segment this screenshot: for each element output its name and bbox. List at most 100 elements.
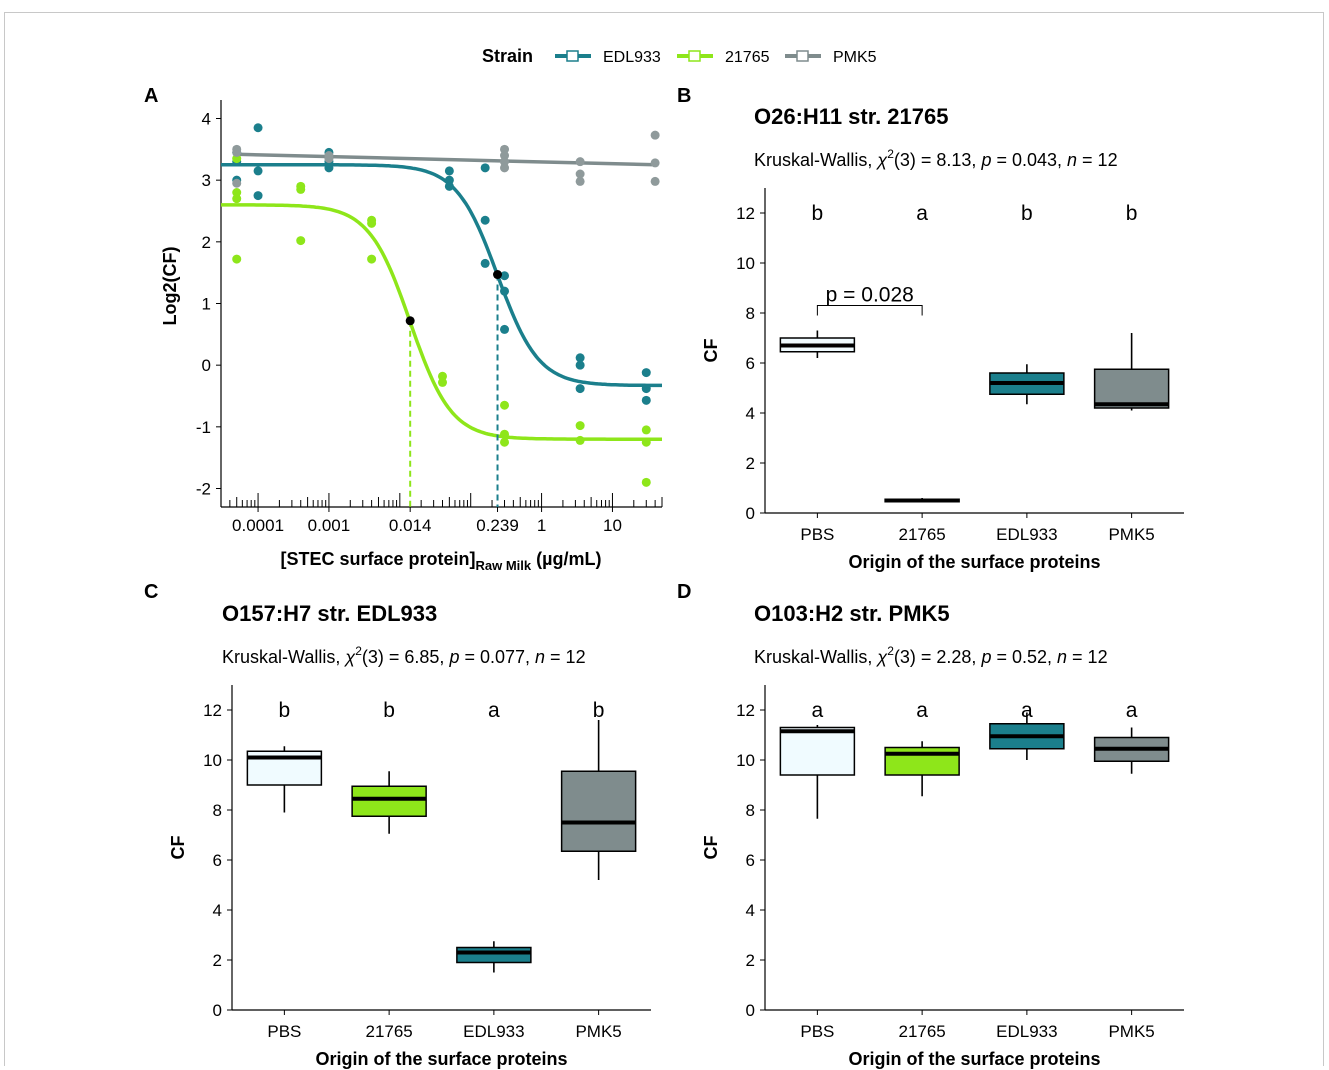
panel-a-x-tick-label: 0.0001: [232, 516, 284, 535]
panel-a-point-PMK5: [500, 163, 510, 173]
panel-d-y-tick-label: 2: [746, 951, 755, 970]
panel-b-y-tick-label: 12: [736, 204, 755, 223]
panel-c-letter: b: [279, 699, 291, 722]
panel-b-x-tick-label: PBS: [800, 525, 834, 544]
panel-a-y-tick-label: 4: [202, 110, 211, 129]
panel-b-letter: b: [1126, 202, 1138, 225]
panel-a-point-PMK5: [500, 151, 510, 160]
panel-a-point-EDL933: [253, 191, 263, 201]
panel-a-point-21765: [575, 435, 585, 445]
panel-d-y-tick-label: 0: [746, 1001, 755, 1020]
panel-a-point-PMK5: [500, 157, 510, 167]
panel-d-letter: a: [1021, 699, 1033, 722]
panel-a-point-21765: [232, 154, 242, 164]
panel-d-y-tick-label: 8: [746, 801, 755, 820]
panel-b-y-tick-label: 2: [746, 454, 755, 473]
panel-a-curve-21765: [221, 203, 662, 441]
figure-frame: [4, 12, 1324, 1066]
panel-a-ec50-marker-EDL933: [493, 270, 503, 280]
panel-c-title: O157:H7 str. EDL933: [222, 601, 437, 626]
panel-d-letter: a: [1126, 699, 1138, 722]
legend-label-PMK5: PMK5: [833, 49, 877, 66]
panel-c-y-tick-label: 4: [213, 901, 222, 920]
panel-a-y-tick-label: 0: [202, 356, 211, 375]
panel-c-y-tick-label: 12: [203, 701, 222, 720]
panel-a-point-21765: [232, 254, 242, 264]
panel-a-point-21765: [500, 400, 510, 410]
legend-title: Strain: [482, 46, 533, 66]
panel-c-box-EDL933: [456, 946, 532, 964]
panel-c-letter: a: [488, 699, 500, 722]
panel-a-point-21765: [437, 377, 447, 387]
panel-a-x-tick-label: 0.014: [389, 516, 432, 535]
panel-b-boxplot: 0 2 4 6 8 10 12 PBS b 21765 a EDL933 b PMK5 b Origin of…: [701, 188, 1184, 572]
panel-d-x-tick-label: PMK5: [1108, 1022, 1154, 1041]
panel-c-box-PMK5: [560, 770, 637, 852]
panel-d-box-PBS: [779, 726, 856, 776]
panel-b-stats: Kruskal-Wallis, χ2(3) = 8.13, p = 0.043,…: [754, 147, 1118, 170]
panel-a-point-PMK5: [650, 130, 660, 140]
panel-c-stats: Kruskal-Wallis, χ2(3) = 6.85, p = 0.077,…: [222, 644, 586, 667]
panel-label-d: D: [677, 581, 691, 603]
panel-b-y-tick-label: 8: [746, 304, 755, 323]
panel-d-letter: a: [916, 699, 928, 722]
panel-c-x-tick-label: PBS: [267, 1022, 301, 1041]
panel-a-y-tick-label: 3: [202, 171, 211, 190]
panel-a-point-EDL933: [324, 163, 334, 173]
panel-c-y-tick-label: 0: [213, 1001, 222, 1020]
panel-d-letter: a: [812, 699, 824, 722]
panel-a-point-PMK5: [232, 178, 242, 188]
panel-a-point-EDL933: [480, 215, 490, 225]
panel-a-x-tick-label: 1: [537, 516, 546, 535]
panel-a-point-21765: [575, 421, 585, 431]
panel-a-point-21765: [296, 236, 306, 246]
panel-b-bracket-label: p = 0.028: [826, 284, 914, 307]
panel-a-y-tick-label: -1: [196, 418, 211, 437]
panel-d-boxplot: 0 2 4 6 8 10 12 PBS a 21765 a EDL933 a PMK5 a Origin of…: [701, 685, 1184, 1069]
panel-d-box-21765: [884, 746, 960, 776]
legend-key-21765: [688, 50, 701, 62]
panel-b-x-tick-label: PMK5: [1108, 525, 1154, 544]
panel-b-significance-bracket: [816, 305, 923, 316]
panel-d-x-tick-label: 21765: [898, 1022, 945, 1041]
panel-a-ec50-marker-21765: [405, 316, 415, 326]
legend-label-21765: 21765: [725, 49, 770, 66]
panel-a-point-21765: [296, 184, 306, 194]
panel-c-y-tick-label: 10: [203, 751, 222, 770]
panel-d-y-tick-label: 4: [746, 901, 755, 920]
panel-a-point-21765: [641, 437, 651, 447]
panel-b-y-tick-label: 10: [736, 254, 755, 273]
panel-c-x-tick-label: EDL933: [463, 1022, 524, 1041]
panel-a-point-EDL933: [575, 353, 585, 363]
panel-d-x-title: Origin of the surface proteins: [848, 1049, 1100, 1069]
panel-a-point-PMK5: [650, 158, 660, 168]
panel-a-point-EDL933: [444, 175, 454, 185]
panel-c-y-tick-label: 2: [213, 951, 222, 970]
panel-a-point-EDL933: [444, 181, 454, 191]
panel-a-point-EDL933: [500, 324, 510, 334]
panel-a-point-EDL933: [641, 395, 651, 405]
panel-b-y-tick-label: 4: [746, 404, 755, 423]
panel-d-x-tick-label: PBS: [800, 1022, 834, 1041]
panel-c-box-21765: [351, 785, 427, 817]
panel-c-x-title: Origin of the surface proteins: [315, 1049, 567, 1069]
panel-b-letter: b: [812, 202, 824, 225]
panel-d-y-tick-label: 6: [746, 851, 755, 870]
panel-a-point-EDL933: [480, 258, 490, 268]
panel-a-x-title: [STEC surface protein]Raw Milk (µg/mL): [280, 549, 601, 573]
panel-a-point-PMK5: [575, 169, 585, 179]
legend-label-EDL933: EDL933: [603, 49, 661, 66]
panel-a-point-PMK5: [324, 154, 334, 164]
panel-b-y-tick-label: 6: [746, 354, 755, 373]
panel-a-y-tick-label: 2: [202, 233, 211, 252]
panel-a-point-21765: [500, 429, 510, 439]
panel-a-dose-response: -2 -1 0 1 2 3 4 0.0001 0.001 0.014 0.239 1 10[STEC s…: [160, 100, 663, 573]
panel-a-point-EDL933: [641, 368, 651, 378]
panel-a-point-21765: [367, 254, 377, 264]
panel-a-y-tick-label: 1: [202, 295, 211, 314]
panel-b-x-tick-label: 21765: [898, 525, 945, 544]
panel-d-y-title: CF: [701, 836, 721, 860]
panel-label-b: B: [677, 85, 691, 107]
panel-d-title: O103:H2 str. PMK5: [754, 601, 950, 626]
